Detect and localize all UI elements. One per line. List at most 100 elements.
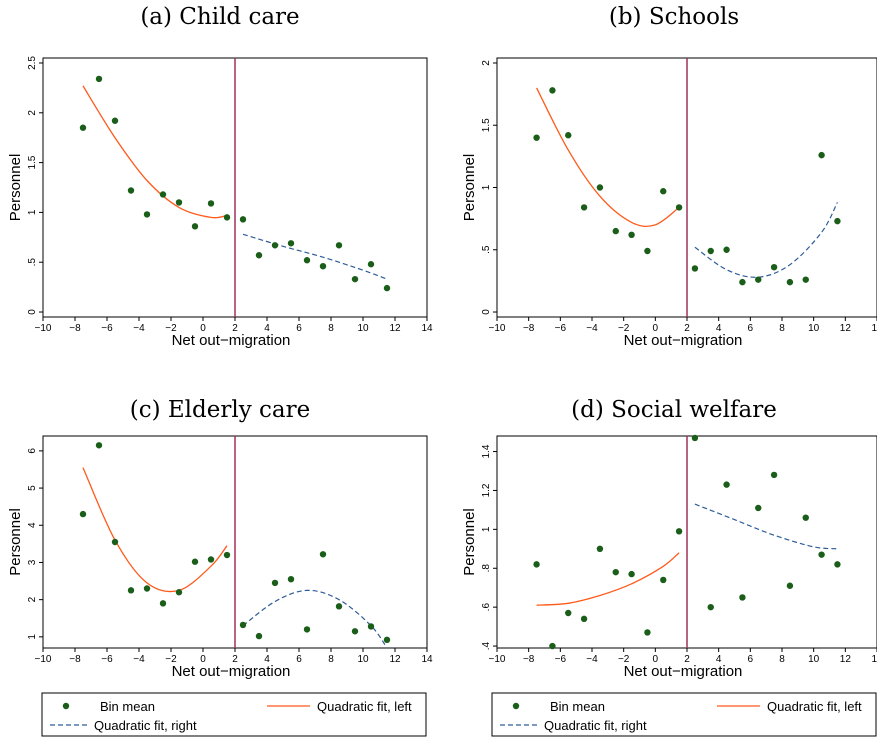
bin-mean-point <box>533 561 540 568</box>
bin-mean-point <box>723 246 730 253</box>
bin-mean-point <box>565 132 572 139</box>
bin-mean-point <box>159 600 167 607</box>
y-tick-label: .6 <box>481 603 492 612</box>
bin-mean-point <box>335 242 343 249</box>
x-tick-label: 10 <box>357 323 369 334</box>
legend-2: Bin mean Quadratic fit, left Quadratic fit… <box>491 692 877 737</box>
bin-mean-point <box>644 247 651 255</box>
bin-mean-point <box>628 570 635 578</box>
bin-mean-point <box>223 214 231 221</box>
bin-mean-point <box>239 621 247 629</box>
bin-mean-point <box>596 545 604 553</box>
bin-mean-point <box>802 276 809 283</box>
x-tick-label: −8 <box>69 654 81 665</box>
bin-mean-point <box>95 75 103 83</box>
bin-mean-point <box>818 551 825 558</box>
x-tick-label: 2 <box>232 654 238 665</box>
x-axis-label: Net out−migration <box>624 332 743 349</box>
x-tick-label: −8 <box>523 654 535 665</box>
y-tick-label: .4 <box>481 641 492 650</box>
x-tick-label: 0 <box>653 654 659 665</box>
x-tick-label: 12 <box>840 323 852 334</box>
bin-mean-point <box>351 628 359 635</box>
x-tick-label: 2 <box>684 654 690 665</box>
x-tick-label: 10 <box>357 654 369 665</box>
x-tick-label: −10 <box>35 654 52 665</box>
x-tick-label: 2 <box>232 323 238 334</box>
bin-mean-point <box>723 481 730 488</box>
x-tick-label: −2 <box>165 654 177 665</box>
x-tick-label: 12 <box>840 654 852 665</box>
x-tick-label: 0 <box>653 323 659 334</box>
bin-mean-point <box>628 231 635 239</box>
y-axis-label: Personnel <box>461 154 478 222</box>
y-tick-label: 4 <box>27 522 38 528</box>
bin-mean-point <box>207 200 215 207</box>
panel-title: (c) Elderly care <box>130 397 310 423</box>
bin-mean-point <box>580 615 588 623</box>
bin-mean-point <box>691 265 699 272</box>
x-axis-label: Net out−migration <box>624 663 743 680</box>
x-tick-label: −6 <box>101 654 113 665</box>
bin-mean-point <box>79 510 87 518</box>
x-tick-label: 8 <box>779 654 785 665</box>
legend-right-fit: Quadratic fit, right <box>94 718 197 733</box>
bin-mean-point <box>303 257 311 264</box>
bin-mean-point <box>111 538 119 546</box>
bin-mean-point <box>786 582 794 589</box>
x-tick-label: 12 <box>389 654 401 665</box>
bin-mean-point <box>143 585 151 592</box>
x-tick-label: −2 <box>618 654 630 665</box>
bin-mean-point <box>271 579 279 587</box>
bin-mean-point <box>834 561 841 568</box>
x-axis-label: Net out−migration <box>172 663 291 680</box>
x-tick-label: 6 <box>748 323 754 334</box>
panel-title: (a) Child care <box>140 4 299 30</box>
bin-mean-point <box>127 187 135 194</box>
legend-bin-mean: Bin mean <box>550 699 605 714</box>
y-tick-label: .5 <box>481 245 492 254</box>
bin-mean-point <box>612 227 619 235</box>
bin-mean-point <box>612 568 619 576</box>
x-tick-label: 14 <box>871 323 877 334</box>
bin-mean-point <box>383 284 391 292</box>
legend-left-fit: Quadratic fit, left <box>767 699 862 714</box>
bin-mean-point <box>383 636 391 644</box>
y-tick-label: 2 <box>481 60 492 66</box>
bin-mean-point <box>191 223 199 230</box>
x-tick-label: 14 <box>871 654 877 665</box>
y-tick-label: 0 <box>27 309 38 315</box>
x-tick-label: 0 <box>200 654 206 665</box>
x-tick-label: −2 <box>618 323 630 334</box>
x-tick-label: −8 <box>523 323 535 334</box>
bin-mean-point <box>565 609 572 617</box>
bin-mean-point <box>644 629 651 636</box>
quadratic-fit-left-line <box>536 87 680 228</box>
chart-panel-4: (d) Social welfare −10 −8 −6 −4 −2 0 2 4 6 8 10 12 14… <box>461 397 877 680</box>
x-tick-label: −4 <box>133 654 145 665</box>
bin-mean-point <box>549 642 556 650</box>
quadratic-fit-right-line <box>694 202 838 278</box>
chart-panel-1: (a) Child care−10 −8 −6 −4 −2 0 2 4 6 8 10 12 140.51… <box>7 4 433 349</box>
x-tick-label: −10 <box>489 654 506 665</box>
x-tick-label: −8 <box>69 323 81 334</box>
y-tick-label: 1 <box>27 209 38 215</box>
y-tick-label: 2.5 <box>27 56 38 70</box>
y-axis-label: Personnel <box>7 154 24 222</box>
y-tick-label: 1.2 <box>481 483 492 497</box>
bin-mean-point <box>707 247 714 255</box>
bin-mean-point <box>111 117 119 124</box>
x-tick-label: −6 <box>555 323 567 334</box>
bin-mean-point <box>675 528 683 535</box>
y-tick-label: 1 <box>27 634 38 640</box>
bin-mean-point <box>271 242 279 249</box>
bin-mean-point <box>191 558 199 565</box>
bin-mean-point <box>707 603 714 611</box>
x-tick-label: 8 <box>779 323 785 334</box>
bin-mean-point <box>319 262 327 270</box>
bin-mean-point <box>287 575 295 583</box>
x-axis-label: Net out−migration <box>172 332 291 349</box>
bin-mean-point <box>367 261 375 268</box>
legend-right-fit: Quadratic fit, right <box>544 718 647 733</box>
x-tick-label: 8 <box>328 654 334 665</box>
